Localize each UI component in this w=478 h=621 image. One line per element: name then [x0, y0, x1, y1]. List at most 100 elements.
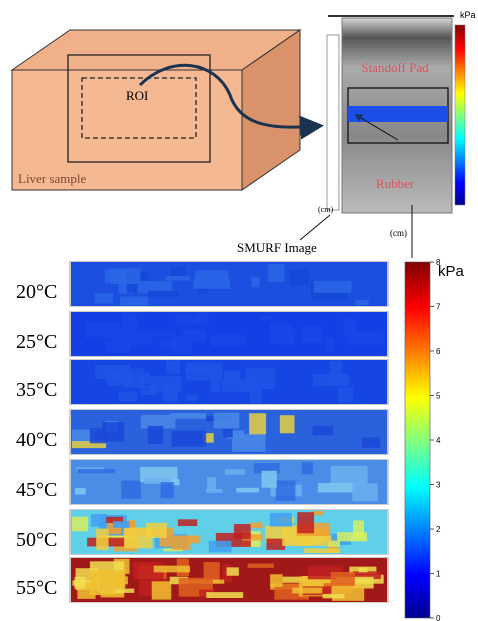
strip-patch — [90, 569, 126, 589]
colorbar-unit: kPa — [438, 263, 465, 280]
strip-patch — [210, 374, 221, 393]
strip-patch — [109, 268, 141, 285]
strip-patch — [140, 384, 157, 395]
colorbar-tick-label: 5 — [436, 392, 441, 401]
strip-patch — [289, 269, 310, 286]
strip-patch — [282, 576, 312, 583]
strip-patch — [279, 415, 295, 434]
colorbar-tick-label: 4 — [436, 436, 441, 445]
strip-patch — [152, 331, 176, 337]
strip-patch — [251, 276, 260, 288]
strip-patch — [172, 535, 191, 550]
strip-patch — [140, 418, 176, 429]
strips: 20°C 25°C 35°C 40°C 45°C 50°C 55°C — [16, 261, 389, 603]
strip-patch — [269, 512, 292, 527]
strip-patch — [254, 463, 280, 474]
strip-patch — [353, 520, 365, 539]
strip-patch — [343, 318, 356, 338]
strip-patch — [120, 296, 149, 306]
strip-patch — [266, 538, 286, 550]
strip-patch — [208, 540, 232, 553]
strip-patch — [270, 574, 283, 587]
strip-patch — [180, 329, 207, 342]
strip-patch — [113, 331, 152, 347]
strip-patch — [72, 429, 95, 442]
strip-patch — [313, 280, 352, 293]
strip-patch — [85, 321, 121, 339]
strip-patch — [232, 434, 266, 452]
strip-patch — [144, 477, 171, 485]
strip-patch — [249, 413, 267, 435]
strip-patch — [106, 341, 130, 353]
standoff-label: Standoff Pad — [361, 60, 429, 75]
strip-patch — [207, 477, 216, 491]
strip-patch — [71, 441, 107, 449]
strip-patch — [96, 528, 109, 551]
strip-patch — [121, 312, 137, 332]
strip-patch — [107, 371, 132, 386]
strip-patch — [312, 425, 333, 436]
sample-label: Liver sample — [18, 171, 86, 186]
strip-patch — [171, 479, 180, 486]
strip-patch — [322, 594, 345, 599]
cm-left: (cm) — [318, 205, 333, 214]
strip-patch — [352, 483, 378, 502]
strip-patch — [186, 362, 223, 381]
strip-patch — [94, 293, 114, 304]
roi-label: ROI — [126, 88, 148, 103]
strip-patch — [311, 510, 324, 516]
strip-patch — [153, 565, 190, 573]
strip-patch — [118, 391, 137, 402]
strip-label: 25°C — [16, 331, 57, 353]
strip-patch — [171, 430, 207, 447]
strip-patch — [193, 278, 231, 289]
rubber-label: Rubber — [376, 176, 415, 191]
strip-patch — [121, 480, 141, 499]
strip-patch — [317, 482, 355, 493]
colorbar-tick-label: 6 — [436, 347, 441, 356]
strip-patch — [221, 378, 252, 393]
strip-patch — [195, 270, 229, 283]
smurf-caption: SMURF Image — [237, 240, 317, 255]
strip-patch — [247, 563, 274, 568]
strip-patch — [106, 516, 123, 523]
strip-patch — [89, 561, 125, 574]
strip-patch — [127, 323, 139, 330]
strip-patch — [74, 576, 86, 589]
colorbar-tick-label: 8 — [436, 258, 441, 267]
smurf-kpa: kPa — [460, 10, 476, 20]
strip-patch — [338, 387, 353, 403]
strip-patch — [72, 516, 89, 532]
strip-patch — [326, 337, 335, 352]
strip-patch — [224, 370, 240, 383]
strip-patch — [149, 375, 182, 393]
strip-patch — [203, 433, 214, 443]
strip-patch — [357, 333, 379, 339]
strip-patch — [197, 312, 209, 325]
strip-patch — [159, 340, 178, 349]
strip-patch — [313, 374, 349, 387]
strip-label: 20°C — [16, 281, 57, 303]
strip-label: 55°C — [16, 577, 57, 599]
strip-patch — [355, 299, 369, 305]
strip-patch — [304, 548, 341, 554]
strip-patch — [225, 469, 245, 475]
strip-label: 50°C — [16, 529, 57, 551]
strip-label: 45°C — [16, 479, 57, 501]
caption-line — [299, 214, 331, 241]
strip-patch — [213, 412, 240, 429]
strip-patch — [292, 587, 323, 594]
strip-patch — [97, 535, 136, 540]
strip-patch — [124, 527, 153, 549]
strip-label: 35°C — [16, 379, 57, 401]
strip-patch — [330, 465, 368, 485]
strip-patch — [330, 572, 355, 586]
colorbar-tick-label: 7 — [436, 303, 441, 312]
strip-patch — [139, 372, 151, 385]
strip-patch — [352, 571, 381, 580]
colorbar-tick-label: 2 — [436, 525, 441, 534]
strip-patch — [112, 521, 130, 528]
strip-patch — [123, 588, 135, 593]
strip-patch — [297, 512, 315, 534]
